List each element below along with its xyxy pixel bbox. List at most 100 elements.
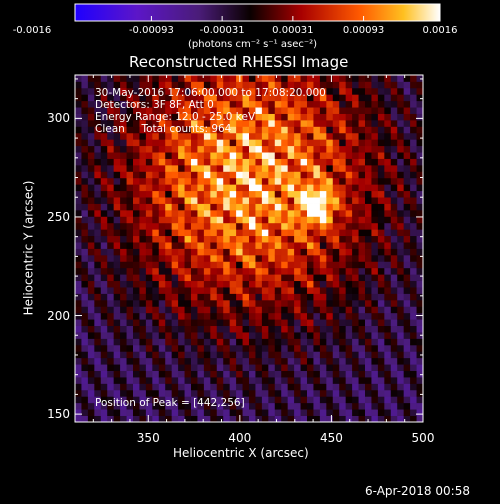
heatmap-cell [107,75,115,82]
heatmap-cell [139,203,147,211]
heatmap-cell [191,222,198,230]
heatmap-cell [307,113,314,121]
heatmap-cell [365,119,372,127]
heatmap-cell [203,94,211,102]
heatmap-cell [152,306,160,314]
heatmap-cell [94,364,102,371]
heatmap-cell [313,293,321,301]
heatmap-cell [358,351,366,359]
heatmap-cell [197,100,205,108]
heatmap-cell [229,254,237,262]
heatmap-cell [191,357,198,365]
heatmap-cell [158,119,166,127]
heatmap-cell [229,203,237,211]
heatmap-cell [352,75,359,82]
heatmap-cell [300,383,308,391]
heatmap-cell [120,377,127,384]
heatmap-cell [178,145,185,153]
heatmap-cell [120,338,127,346]
heatmap-cell [403,293,411,301]
heatmap-cell [377,364,385,371]
heatmap-cell [352,332,359,339]
heatmap-cell [339,383,347,391]
heatmap-cell [145,364,153,371]
heatmap-cell [87,402,95,410]
heatmap-cell [410,216,417,224]
heatmap-cell [87,158,95,166]
heatmap-cell [281,248,289,256]
heatmap-cell [158,126,166,134]
heatmap-cell [377,229,385,237]
heatmap-cell [203,197,211,204]
heatmap-cell [120,87,127,95]
heatmap-cell [107,100,115,108]
heatmap-cell [171,383,179,391]
heatmap-cell [139,197,147,204]
heatmap-cell [319,299,327,307]
heatmap-cell [255,267,263,275]
heatmap-cell [319,235,327,243]
heatmap-cell [261,126,269,134]
heatmap-cell [236,332,243,339]
heatmap-cell [345,267,353,275]
heatmap-cell [203,377,211,384]
heatmap-cell [307,75,314,82]
heatmap-cell [261,197,269,204]
heatmap-cell [242,287,250,294]
heatmap-cell [223,377,231,384]
heatmap-cell [249,139,256,147]
heatmap-cell [191,280,198,288]
heatmap-cell [261,312,269,320]
heatmap-cell [255,319,263,327]
heatmap-cell [313,222,321,230]
heatmap-cell [365,293,372,301]
heatmap-cell [203,75,211,82]
heatmap-cell [120,261,127,269]
heatmap-cell [268,261,276,269]
heatmap-cell [300,287,308,294]
heatmap-cell [242,87,250,95]
heatmap-cell [113,402,121,410]
heatmap-cell [191,113,198,121]
heatmap-cell [371,325,379,333]
heatmap-cell [100,306,108,314]
heatmap-cell [197,107,205,114]
heatmap-cell [113,377,121,384]
heatmap-cell [152,242,160,249]
heatmap-cell [165,177,173,185]
heatmap-cell [184,370,192,378]
heatmap-cell [313,299,321,307]
heatmap-cell [268,100,276,108]
heatmap-cell [281,216,289,224]
heatmap-cell [416,229,423,237]
heatmap-cell [165,332,173,339]
heatmap-cell [107,209,115,217]
heatmap-cell [326,274,334,282]
heatmap-cell [390,190,398,198]
heatmap-cell [242,100,250,108]
heatmap-cell [365,267,372,275]
heatmap-cell [274,319,282,327]
heatmap-cell [255,152,263,159]
heatmap-cell [384,306,392,314]
heatmap-cell [133,332,140,339]
heatmap-cell [107,197,115,204]
heatmap-cell [191,242,198,249]
heatmap-cell [365,113,372,121]
heatmap-cell [139,415,147,422]
heatmap-cell [216,139,224,147]
heatmap-cell [339,132,347,140]
heatmap-cell [165,299,173,307]
heatmap-cell [410,139,417,147]
heatmap-cell [152,145,160,153]
heatmap-cell [307,184,314,192]
heatmap-cell [249,87,256,95]
heatmap-cell [107,364,115,371]
heatmap-cell [345,190,353,198]
heatmap-cell [416,184,423,192]
heatmap-cell [94,274,102,282]
heatmap-cell [397,145,405,153]
heatmap-cell [403,389,411,397]
heatmap-cell [229,344,237,352]
heatmap-cell [242,357,250,365]
